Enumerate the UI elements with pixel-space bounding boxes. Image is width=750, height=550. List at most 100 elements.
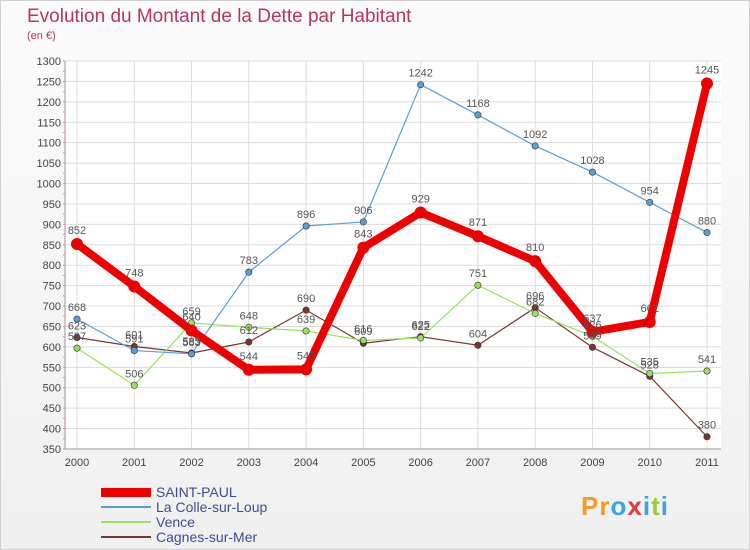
x-tick-label: 2006 (408, 457, 432, 469)
data-label: 626 (583, 319, 601, 331)
y-tick-label: 800 (43, 260, 61, 272)
legend-item-saint-paul: SAINT-PAUL (101, 484, 361, 500)
data-label: 682 (526, 296, 544, 308)
data-label: 604 (469, 328, 487, 340)
data-label: 541 (698, 354, 716, 366)
legend-swatch-vence (101, 521, 151, 523)
data-label: 597 (68, 331, 86, 343)
y-tick-label: 900 (43, 219, 61, 231)
data-point (703, 367, 711, 375)
y-tick-label: 350 (43, 444, 61, 456)
data-point (646, 198, 654, 206)
data-point (474, 281, 482, 289)
series-line-la-colle-sur-loup (76, 84, 708, 355)
y-tick-label: 1250 (37, 76, 61, 88)
y-tick-label: 950 (43, 199, 61, 211)
legend-item-vence: Vence (101, 514, 361, 530)
data-label: 661 (641, 303, 659, 315)
data-label: 954 (641, 185, 659, 197)
x-tick-label: 2004 (294, 457, 318, 469)
data-point (703, 229, 711, 237)
legend-label-la-colle-sur-loup: La Colle-sur-Loup (156, 499, 268, 515)
data-point (245, 338, 253, 346)
data-point (531, 142, 539, 150)
data-point (414, 206, 427, 219)
data-label: 906 (354, 205, 372, 217)
x-tick-label: 2008 (523, 457, 547, 469)
data-point (703, 433, 711, 441)
data-point (357, 241, 370, 254)
data-label: 591 (125, 334, 143, 346)
x-tick-label: 2010 (637, 457, 661, 469)
data-label: 506 (125, 368, 143, 380)
data-label: 625 (411, 320, 429, 332)
data-label: 648 (240, 310, 258, 322)
y-tick-label: 850 (43, 240, 61, 252)
data-label: 528 (641, 359, 659, 371)
data-point (245, 268, 253, 276)
data-label: 659 (182, 306, 200, 318)
data-point (245, 323, 253, 331)
data-label: 640 (182, 312, 200, 324)
y-tick-label: 500 (43, 383, 61, 395)
proxiti-logo: Proxiti (581, 491, 669, 522)
x-tick-label: 2005 (351, 457, 375, 469)
y-tick-label: 550 (43, 362, 61, 374)
data-label: 871 (469, 217, 487, 229)
series-line-cagnes-sur-mer (76, 307, 708, 438)
legend-swatch-cagnes-sur-mer (101, 536, 151, 538)
data-label: 751 (469, 268, 487, 280)
chart-title: Evolution du Montant de la Dette par Hab… (27, 6, 412, 27)
data-point (471, 230, 484, 243)
x-tick-label: 2007 (466, 457, 490, 469)
logo-letter: i (660, 491, 669, 521)
data-point (646, 369, 654, 377)
data-point (417, 334, 425, 342)
data-label: 896 (297, 209, 315, 221)
data-label: 929 (411, 194, 429, 206)
x-tick-label: 2000 (65, 457, 89, 469)
logo-letter: i (642, 491, 652, 521)
data-label: 601 (125, 329, 143, 341)
legend-label-vence: Vence (156, 514, 195, 530)
data-label: 690 (297, 293, 315, 305)
data-label: 880 (698, 216, 716, 228)
x-tick-label: 2009 (580, 457, 604, 469)
x-tick-label: 2003 (237, 457, 261, 469)
data-label: 852 (68, 225, 86, 237)
data-label: 585 (182, 336, 200, 348)
y-tick-label: 750 (43, 281, 61, 293)
data-point (359, 218, 367, 226)
data-point (185, 324, 198, 337)
data-point (302, 327, 310, 335)
y-tick-label: 1150 (37, 117, 61, 129)
data-point (417, 81, 425, 89)
data-label: 1245 (695, 64, 719, 76)
y-tick-label: 600 (43, 342, 61, 354)
y-tick-label: 1100 (37, 138, 61, 150)
series-line-saint-paul (73, 79, 711, 374)
legend-item-la-colle-sur-loup: La Colle-sur-Loup (101, 499, 361, 515)
legend: SAINT-PAUL La Colle-sur-Loup Vence Cagne… (101, 484, 361, 545)
y-tick-label: 650 (43, 321, 61, 333)
plot-area (65, 61, 721, 449)
legend-swatch-saint-paul (101, 488, 151, 497)
y-tick-label: 1050 (37, 158, 61, 170)
legend-item-cagnes-sur-mer: Cagnes-sur-Mer (101, 529, 361, 545)
data-label: 843 (354, 229, 372, 241)
data-label: 612 (240, 325, 258, 337)
data-point (300, 363, 313, 376)
data-point (71, 237, 83, 250)
data-label: 535 (641, 356, 659, 368)
data-label: 609 (354, 326, 372, 338)
x-tick-label: 2011 (695, 457, 719, 469)
data-point (128, 280, 141, 293)
data-label: 599 (583, 330, 601, 342)
y-tick-label: 700 (43, 301, 61, 313)
y-tick-label: 450 (43, 403, 61, 415)
data-point (531, 309, 539, 317)
data-point (130, 381, 138, 389)
logo-letter: r (599, 491, 611, 521)
y-tick-label: 1300 (37, 56, 61, 68)
series-line-vence (76, 284, 708, 386)
